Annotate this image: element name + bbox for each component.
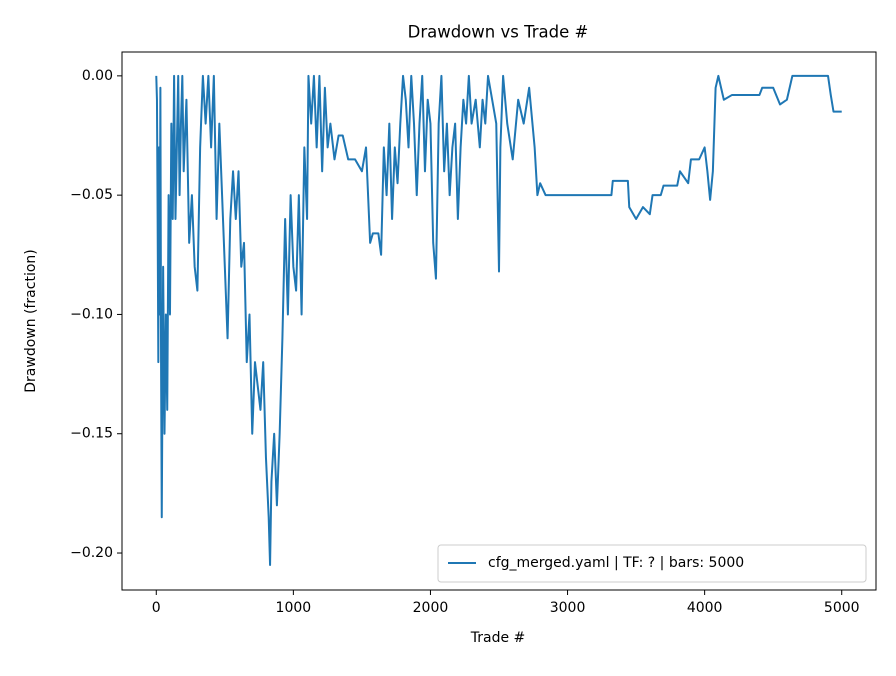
x-tick-label: 4000 <box>687 600 723 616</box>
x-axis-label: Trade # <box>470 630 526 646</box>
x-tick-label: 3000 <box>550 600 586 616</box>
y-tick-label: −0.10 <box>70 306 113 322</box>
x-tick-label: 1000 <box>276 600 312 616</box>
legend-label: cfg_merged.yaml | TF: ? | bars: 5000 <box>488 555 744 571</box>
y-tick-label: 0.00 <box>82 68 113 84</box>
x-tick-label: 0 <box>152 600 161 616</box>
y-axis-label: Drawdown (fraction) <box>23 249 39 393</box>
x-tick-label: 2000 <box>413 600 449 616</box>
data-line <box>155 74 842 566</box>
chart-title: Drawdown vs Trade # <box>408 23 589 42</box>
y-tick-label: −0.15 <box>70 426 113 442</box>
x-tick-label: 5000 <box>824 600 860 616</box>
legend-box <box>437 544 867 583</box>
y-tick-label: −0.20 <box>70 545 113 561</box>
y-tick-label: −0.05 <box>70 187 113 203</box>
axes-frame <box>121 51 877 591</box>
